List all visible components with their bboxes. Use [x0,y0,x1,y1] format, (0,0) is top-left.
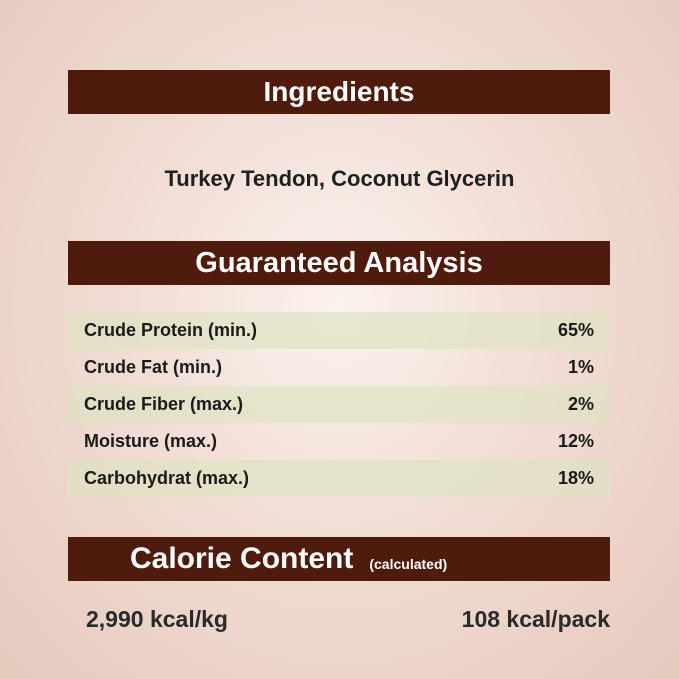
calorie-note: (calculated) [369,556,448,572]
row-value: 1% [567,357,594,377]
analysis-row: Crude Fiber (max.) 2% [67,386,610,423]
ingredients-title: Ingredients [263,76,415,107]
row-label: Moisture (max.) [84,431,218,451]
row-label: Crude Fat (min.) [84,357,222,377]
ingredients-header: Ingredients [68,70,610,114]
row-label: Carbohydrat (max.) [84,468,250,488]
analysis-row: Crude Protein (min.) 65% [67,312,610,349]
row-label: Crude Protein (min.) [84,320,258,340]
row-label: Crude Fiber (max.) [84,394,244,414]
ingredients-text: Turkey Tendon, Coconut Glycerin [164,166,515,191]
analysis-row: Moisture (max.) 12% [67,423,610,460]
analysis-header: Guaranteed Analysis [68,241,610,285]
analysis-row: Carbohydrat (max.) 18% [67,460,610,497]
row-value: 65% [557,320,594,340]
row-value: 2% [567,394,594,414]
row-value: 18% [557,468,594,488]
calorie-per-kg: 2,990 kcal/kg [86,606,228,632]
calorie-title: Calorie Content [130,542,354,575]
analysis-title: Guaranteed Analysis [195,246,483,279]
row-value: 12% [557,431,594,451]
analysis-row: Crude Fat (min.) 1% [67,349,610,386]
calorie-header: Calorie Content (calculated) [68,537,610,581]
calorie-per-pack: 108 kcal/pack [461,606,610,632]
